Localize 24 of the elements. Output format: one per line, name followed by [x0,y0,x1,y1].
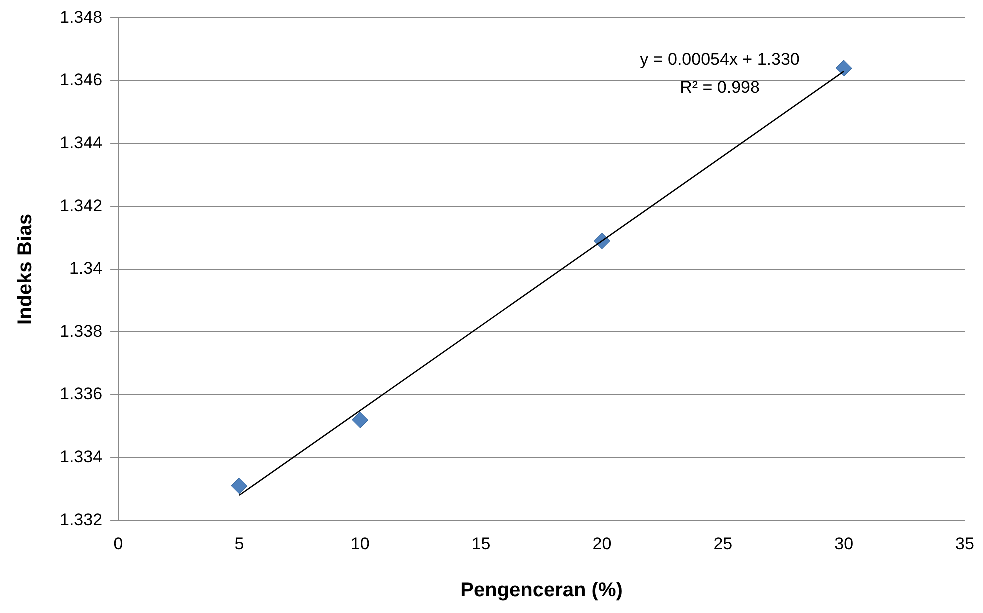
x-tick-label: 10 [350,534,370,554]
point [836,60,852,77]
x-tick-label: 0 [114,534,124,554]
y-axis-title: Indeks Bias [14,214,37,325]
x-tick-label: 20 [592,534,612,554]
x-tick-label: 35 [956,534,974,554]
y-tick-label: 1.346 [60,70,103,90]
x-tick-label: 15 [472,534,491,554]
annotation: R² = 0.998 [680,78,760,98]
y-tick-label: 1.338 [60,322,103,341]
annotation: y = 0.00054x + 1.330 [640,50,800,70]
y-tick-label: 1.336 [60,384,103,404]
point [352,412,369,428]
x-tick-label: 30 [834,534,854,554]
y-tick-label: 1.344 [60,133,103,152]
x-axis-title: Pengenceran (%) [460,580,623,602]
point [231,478,248,494]
y-tick-label: 1.332 [60,510,103,530]
y-tick-label: 1.334 [60,447,103,466]
y-tick-label: 1.34 [69,259,103,278]
x-tick-label: 5 [234,534,244,554]
y-tick-label: 1.342 [60,196,103,216]
x-tick-label: 25 [714,534,733,554]
y-tick-label: 1.348 [60,8,103,27]
